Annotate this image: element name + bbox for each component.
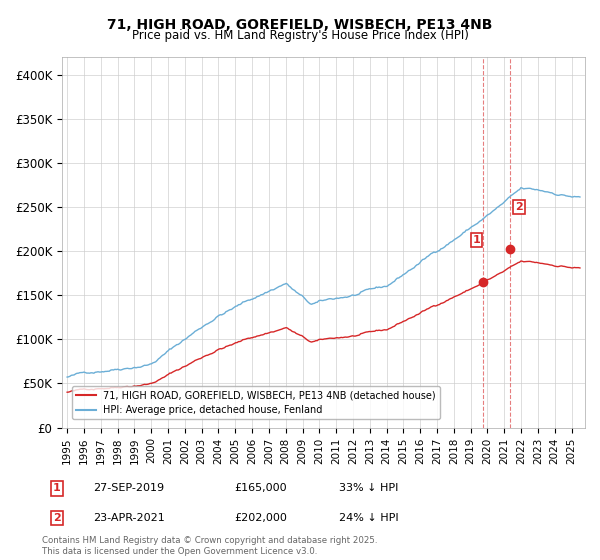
Text: 2: 2 [515, 202, 523, 212]
Text: 24% ↓ HPI: 24% ↓ HPI [339, 513, 398, 523]
Text: 2: 2 [53, 513, 61, 523]
Text: 33% ↓ HPI: 33% ↓ HPI [339, 483, 398, 493]
Text: 71, HIGH ROAD, GOREFIELD, WISBECH, PE13 4NB: 71, HIGH ROAD, GOREFIELD, WISBECH, PE13 … [107, 18, 493, 32]
Text: Price paid vs. HM Land Registry's House Price Index (HPI): Price paid vs. HM Land Registry's House … [131, 29, 469, 42]
Text: 1: 1 [473, 235, 480, 245]
Text: £165,000: £165,000 [234, 483, 287, 493]
Legend: 71, HIGH ROAD, GOREFIELD, WISBECH, PE13 4NB (detached house), HPI: Average price: 71, HIGH ROAD, GOREFIELD, WISBECH, PE13 … [72, 386, 440, 419]
Text: 27-SEP-2019: 27-SEP-2019 [93, 483, 164, 493]
Text: £202,000: £202,000 [234, 513, 287, 523]
Text: Contains HM Land Registry data © Crown copyright and database right 2025.
This d: Contains HM Land Registry data © Crown c… [42, 536, 377, 556]
Text: 1: 1 [53, 483, 61, 493]
Text: 23-APR-2021: 23-APR-2021 [93, 513, 165, 523]
